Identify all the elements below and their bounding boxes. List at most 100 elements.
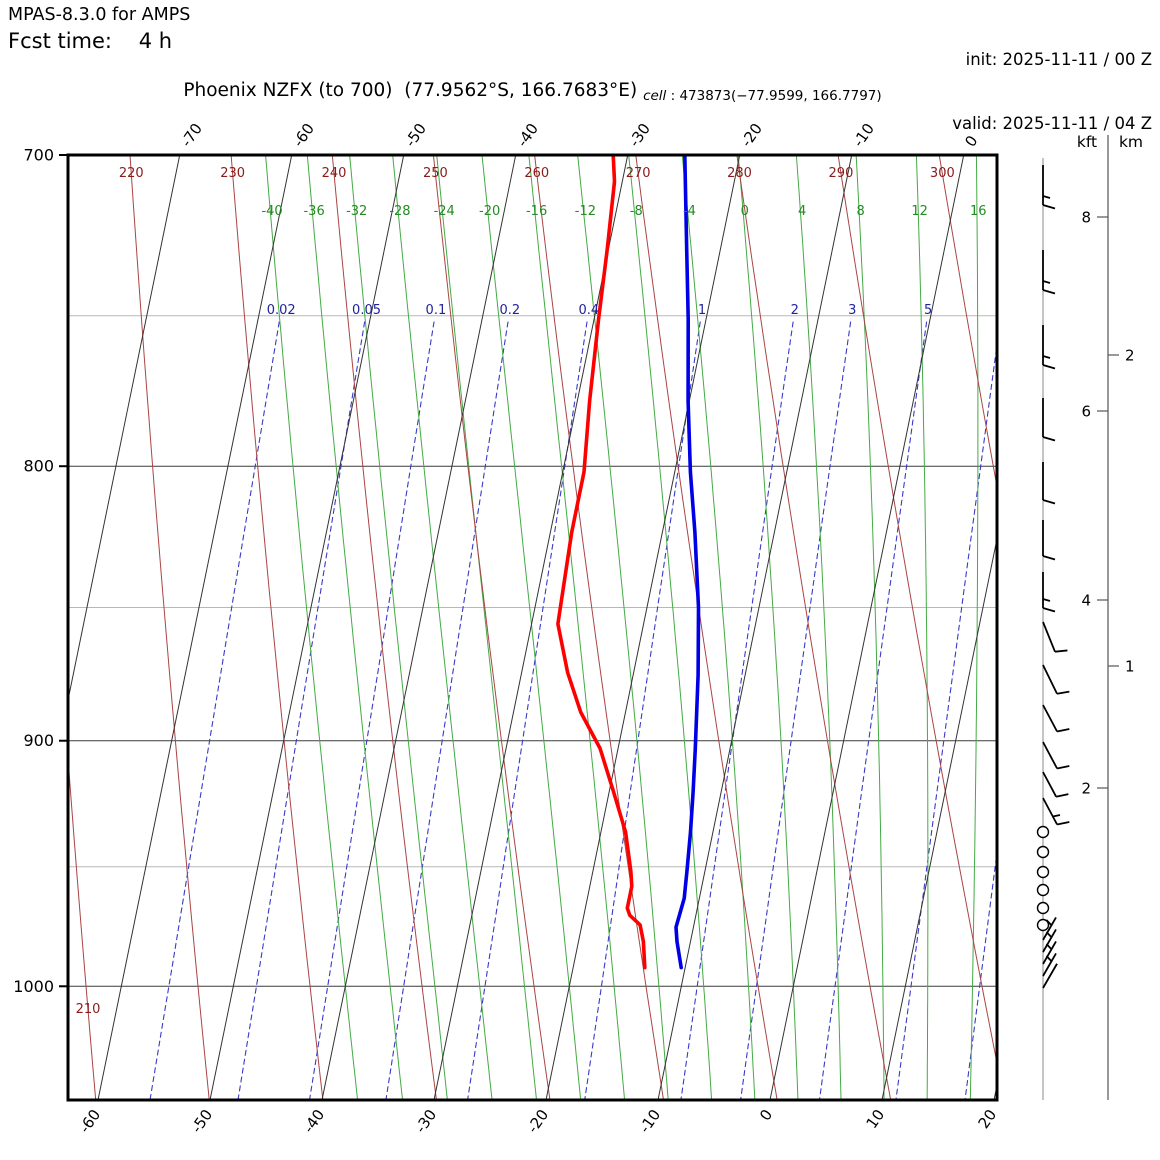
bottom-temp-label: -10	[635, 1106, 664, 1136]
wind-barb-half-feather	[1045, 955, 1053, 962]
moist-adiabat-line	[306, 155, 404, 1100]
mixing-ratio-label: 3	[848, 303, 856, 318]
bottom-temp-label: -50	[187, 1106, 216, 1136]
dry-adiabat-line	[432, 155, 551, 1100]
moist-adiabat-line	[392, 155, 493, 1100]
dry-adiabat-label: 260	[524, 166, 549, 181]
wind-barb-staff	[1042, 929, 1057, 953]
moist-adiabat-line	[855, 155, 885, 1100]
moist-adiabats	[265, 155, 979, 1100]
plot-border	[66, 153, 999, 1102]
wind-barb-half-feather	[1042, 598, 1051, 602]
pressure-label: 800	[23, 457, 54, 476]
moist-adiabat-label: 4	[798, 204, 806, 219]
isotherm-line	[97, 155, 293, 1100]
moist-adiabat-line	[481, 155, 582, 1100]
wind-barb-full-feather	[1056, 765, 1070, 770]
dry-adiabat-label: 230	[220, 166, 245, 181]
mixing-ratio-label: 5	[924, 303, 932, 318]
dry-adiabat-line	[837, 155, 997, 1066]
mixing-ratio-label: 1	[698, 303, 706, 318]
chart-title: Phoenix NZFX (to 700) (77.9562°S, 166.76…	[68, 80, 997, 104]
isotherm-line	[68, 155, 181, 703]
top-temp-label: -30	[625, 120, 654, 150]
wind-barb-staff	[1042, 917, 1057, 941]
moist-adiabat-line	[436, 155, 538, 1100]
dry-adiabat-line	[635, 155, 778, 1100]
calm-wind-circle	[1036, 845, 1050, 859]
mixing-ratio-line	[964, 848, 997, 1100]
wind-barb-half-feather	[1042, 195, 1051, 199]
wind-barb-full-feather	[1056, 821, 1070, 826]
isotherm-line	[769, 155, 965, 1100]
moist-adiabat-label: -24	[434, 204, 455, 219]
wind-barb-full-feather	[1042, 436, 1056, 442]
isotherm-line	[68, 155, 69, 157]
bottom-temp-label: 10	[863, 1106, 889, 1132]
dry-adiabat-line	[129, 155, 210, 1100]
isotherms	[68, 155, 1160, 1100]
dry-adiabat-label: 280	[727, 166, 752, 181]
moist-adiabat-label: -40	[261, 204, 282, 219]
moist-adiabat-line	[528, 155, 626, 1100]
mixing-ratio-line	[680, 321, 794, 1100]
height-axis: kft km 8 6 4 2 2 1	[1077, 133, 1143, 1100]
moist-adiabat-label: -36	[303, 204, 324, 219]
dry-adiabat-line	[331, 155, 437, 1100]
wind-barb-full-feather	[1054, 649, 1068, 653]
mixing-ratio-label: 0.05	[352, 303, 381, 318]
top-temp-label: -40	[513, 120, 542, 150]
model-name: MPAS-8.3.0 for AMPS	[8, 5, 191, 25]
mixing-ratio-line	[308, 321, 435, 1100]
mixing-ratio-line	[149, 321, 280, 1100]
moist-adiabat-label: -12	[575, 204, 596, 219]
dry-adiabat-label: 270	[626, 166, 651, 181]
wind-barb-staff	[1042, 741, 1058, 769]
wind-barb-full-feather	[1042, 607, 1056, 613]
moist-adiabat-label: 12	[911, 204, 928, 219]
moist-adiabat-line	[737, 155, 799, 1100]
init-time: init: 2025-11-11 / 00 Z	[965, 49, 1152, 69]
wind-barb-staff	[1042, 704, 1058, 732]
pressure-label: 900	[23, 731, 54, 750]
kft-tick-label: 6	[1081, 403, 1091, 421]
calm-wind-circle	[1036, 825, 1050, 839]
calm-wind-circle	[1036, 918, 1050, 932]
moist-adiabat-label: -28	[389, 204, 410, 219]
dry-adiabat-label: 250	[423, 166, 448, 181]
dry-adiabat-line	[534, 155, 665, 1100]
mixing-ratio-line	[237, 321, 366, 1100]
bottom-temp-label: -20	[523, 1106, 552, 1136]
wind-barb-full-feather	[1042, 204, 1056, 210]
dry-adiabat-label: 210	[76, 1002, 101, 1017]
wind-barb-staff	[1042, 771, 1057, 798]
wind-barb-staff	[1042, 953, 1057, 977]
mixing-ratio-line	[740, 321, 852, 1100]
temperature-profile	[674, 155, 701, 970]
wind-barb-full-feather	[1042, 555, 1056, 561]
wind-barb-half-feather	[1052, 814, 1061, 818]
station-title: Phoenix NZFX (to 700) (77.9562°S, 166.76…	[183, 80, 644, 101]
isotherm-line	[1106, 155, 1160, 1100]
moist-adiabat-line	[969, 155, 979, 1100]
isotherm-line	[993, 1082, 997, 1100]
wind-barb-staff	[1042, 621, 1056, 653]
mixing-ratio-line	[584, 321, 701, 1100]
bottom-temp-label: 20	[975, 1106, 1001, 1132]
mixing-ratio-label: 0.1	[426, 303, 447, 318]
wind-barb-half-feather	[1042, 355, 1051, 359]
dewpoint-profile	[556, 155, 647, 970]
moist-adiabat-line	[349, 155, 448, 1100]
mixing-ratio-label: 2	[791, 303, 799, 318]
moist-adiabat-line	[628, 155, 713, 1100]
mixing-ratio-label: 0.02	[267, 303, 296, 318]
top-temp-label: -60	[289, 120, 318, 150]
km-tick-label: 1	[1125, 658, 1135, 676]
mixing-ratio-line	[385, 321, 509, 1100]
km-axis-title: km	[1119, 133, 1143, 151]
wind-barb-full-feather	[1042, 289, 1056, 295]
